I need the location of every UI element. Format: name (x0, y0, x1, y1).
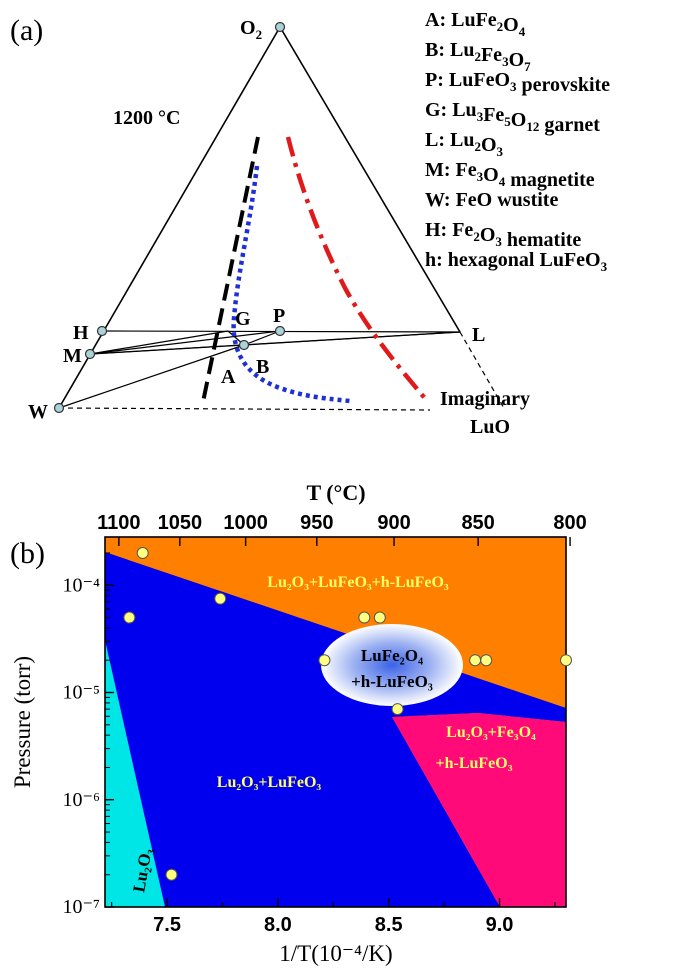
legend-item: L: Lu2O3 (425, 129, 504, 159)
x-tick-label: 7.5 (153, 914, 181, 936)
marker-w (53, 402, 65, 414)
y-tick-label: 10⁻⁶ (62, 789, 100, 811)
data-points (123, 546, 572, 881)
x2-tick-label: 1100 (97, 512, 140, 534)
marker-p (274, 325, 286, 337)
blue-dotted-curve (231, 165, 351, 404)
black-dashed-curve (201, 136, 260, 403)
region-blue (105, 552, 566, 907)
label-imaginary: Imaginary (440, 388, 530, 410)
edge-l-luo-dashed (459, 331, 506, 411)
plot-frame (104, 536, 567, 908)
region-ellipse (321, 624, 463, 706)
data-point (469, 654, 482, 667)
panel-b-label: (b) (10, 537, 45, 570)
legend-item: G: Lu3Fe5O12 garnet (425, 99, 600, 136)
x2-tick-label: 850 (461, 512, 494, 534)
y-axis-title: Pressure (torr) (10, 656, 35, 788)
marker-b (238, 339, 250, 351)
ternary-phase-diagram: (a) (10, 9, 610, 438)
data-point (165, 868, 178, 881)
marker-m (84, 348, 96, 360)
x2-tick-label: 900 (377, 512, 410, 534)
label-b: B (256, 356, 269, 378)
y-tick-label: 10⁻⁷ (62, 896, 100, 918)
legend-item: B: Lu2Fe3O7 (425, 39, 531, 74)
edge-o2-w (58, 26, 281, 409)
label-ellipse-2: +h-LuFeO₃ (351, 672, 433, 691)
legend-item: A: LuFe2O4 (425, 9, 526, 39)
data-point (214, 592, 227, 605)
data-point (123, 611, 136, 624)
label-region-orange: Lu₂O₃+LuFeO₃+h-LuFeO₃ (267, 574, 449, 591)
y-tick-label: 10⁻⁴ (62, 574, 100, 596)
x2-tick-label: 800 (553, 512, 586, 534)
label-region-blue: Lu₂O₃+LuFeO₃ (217, 774, 322, 791)
label-o2: O2 (240, 17, 262, 42)
x-tick-label: 8.5 (375, 914, 403, 936)
label-region-pink-1: Lu₂O₃+Fe₃O₄ (446, 724, 536, 741)
label-ellipse-1: LuFe₂O₄ (361, 646, 423, 665)
marker-h (96, 325, 108, 337)
label-m: M (63, 345, 82, 367)
red-dashdot-curve (285, 136, 430, 404)
x2-tick-label: 1000 (223, 512, 268, 534)
x2-tick-label: 950 (300, 512, 333, 534)
composition-markers (53, 21, 286, 414)
region-pink (392, 713, 566, 907)
legend-item: P: LuFeO3 perovskite (425, 69, 610, 96)
data-point (358, 611, 371, 624)
x-tick-label: 8.0 (264, 914, 292, 936)
label-region-pink-2: +h-LuFeO₃ (435, 755, 512, 772)
edge-w-luo-dashed (58, 407, 431, 411)
axis-ticks: 7.5 8.0 8.5 9.0 10⁻⁷ 10⁻⁶ 10⁻⁵ 10⁻⁴ 1100 1050 1000… (62, 512, 586, 936)
data-point (391, 703, 404, 716)
legend-item: M: Fe3O4 magnetite (425, 159, 595, 191)
legend-item: h: hexagonal LuFeO3 (425, 249, 608, 274)
legend-item: H: Fe2O3 hematite (425, 219, 581, 251)
data-point (480, 654, 493, 667)
data-point (318, 654, 331, 667)
plot-regions (105, 537, 566, 907)
data-point (136, 546, 149, 559)
label-h: H (73, 322, 89, 344)
label-g: G (235, 308, 251, 330)
temperature-label: 1200 °C (113, 107, 180, 129)
label-luo: LuO (470, 416, 510, 438)
legend-item: W: FeO wustite (425, 189, 558, 211)
x-tick-label: 9.0 (486, 914, 514, 936)
x-axis-title: 1/T(10⁻⁴/K) (279, 941, 392, 966)
y-tick-label: 10⁻⁵ (62, 682, 100, 704)
region-cyan (105, 640, 165, 907)
label-p: P (273, 305, 285, 327)
edge-o2-l (279, 26, 461, 333)
label-l: L (472, 324, 485, 346)
x2-tick-label: 1050 (158, 512, 203, 534)
data-point (373, 611, 386, 624)
label-a: A (221, 366, 236, 388)
marker-o2 (274, 21, 286, 33)
panel-a-label: (a) (10, 14, 43, 47)
pressure-temperature-chart: (b) 7.5 8.0 8.5 9.0 10⁻⁷ 10⁻⁶ 10⁻⁵ 10⁻⁴ 1100 1050… (10, 480, 587, 966)
label-w: W (28, 401, 48, 423)
data-point (560, 654, 572, 667)
x2-axis-title: T (°C) (306, 480, 365, 505)
